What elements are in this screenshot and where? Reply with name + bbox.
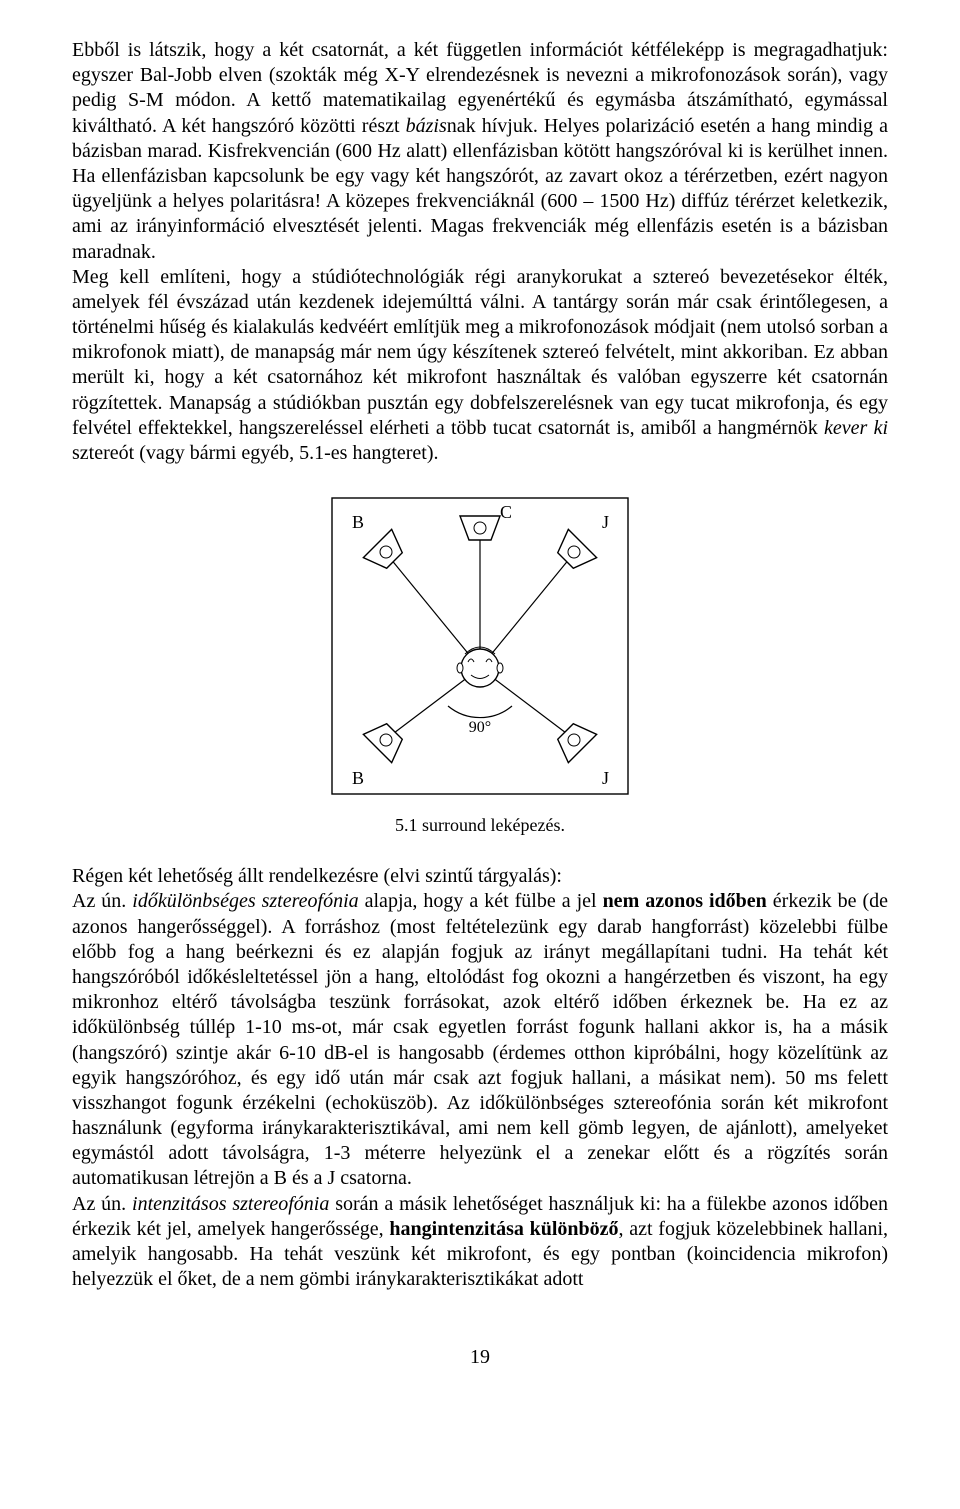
svg-text:J: J	[602, 512, 609, 532]
bold-text: hangintenzitása különböző	[389, 1218, 618, 1240]
svg-text:90°: 90°	[469, 719, 491, 736]
italic-text: időkülönbséges sztereofónia	[132, 890, 358, 912]
surround-diagram-svg: 90° B C J B J	[330, 496, 630, 796]
italic-text: kever ki	[824, 417, 888, 439]
page-number: 19	[72, 1346, 888, 1369]
text: érkezik be (de azonos hangerősséggel). A…	[72, 890, 893, 1189]
surround-diagram-figure: 90° B C J B J	[72, 496, 888, 801]
body-paragraph-2: Meg kell említeni, hogy a stúdiótechnoló…	[72, 265, 888, 467]
italic-text: intenzitásos sztereofónia	[132, 1193, 329, 1215]
svg-text:C: C	[500, 502, 512, 522]
body-paragraph-3: Régen két lehetőség állt rendelkezésre (…	[72, 864, 888, 889]
svg-text:J: J	[602, 768, 609, 788]
body-paragraph-1: Ebből is látszik, hogy a két csatornát, …	[72, 38, 888, 265]
text: Az ún.	[72, 890, 132, 912]
text: Meg kell említeni, hogy a stúdiótechnoló…	[72, 266, 893, 439]
svg-text:B: B	[352, 512, 364, 532]
svg-text:B: B	[352, 768, 364, 788]
text: alapja, hogy a két fülbe a jel	[359, 890, 603, 912]
italic-text: bázis	[406, 115, 447, 137]
bold-text: nem azonos időben	[603, 890, 767, 912]
text: Az ún.	[72, 1193, 132, 1215]
body-paragraph-4: Az ún. időkülönbséges sztereofónia alapj…	[72, 889, 888, 1191]
figure-caption: 5.1 surround leképezés.	[72, 815, 888, 836]
body-paragraph-5: Az ún. intenzitásos sztereofónia során a…	[72, 1192, 888, 1293]
